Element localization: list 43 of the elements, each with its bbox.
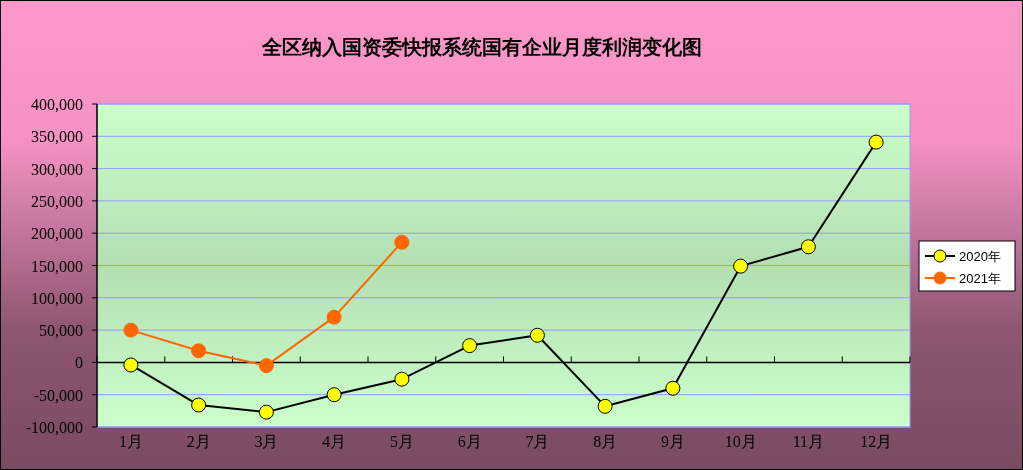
point <box>258 404 274 420</box>
point <box>326 309 342 325</box>
point <box>868 134 884 150</box>
point <box>123 357 139 373</box>
legend-label: 2020年 <box>959 249 1001 264</box>
point <box>529 327 545 343</box>
y-tick-label: 0 <box>75 354 83 372</box>
y-tick-label: 50,000 <box>39 322 83 340</box>
y-tick-label: 350,000 <box>31 128 83 146</box>
point <box>462 338 478 354</box>
y-tick-label: 100,000 <box>31 289 83 307</box>
point <box>597 398 613 414</box>
y-tick-label: -50,000 <box>33 386 83 404</box>
y-tick-label: 150,000 <box>31 257 83 275</box>
point <box>665 380 681 396</box>
y-tick-label: 400,000 <box>31 96 83 113</box>
point <box>191 343 207 359</box>
point <box>394 234 410 250</box>
point <box>258 358 274 374</box>
x-tick-label: 12月 <box>860 433 893 450</box>
x-tick-label: 2月 <box>186 433 211 450</box>
x-tick-label: 10月 <box>724 433 757 450</box>
x-tick-label: 3月 <box>254 433 279 450</box>
legend-label: 2021年 <box>959 271 1001 286</box>
y-tick-label: 300,000 <box>31 160 83 178</box>
x-tick-label: 1月 <box>118 433 143 450</box>
point <box>394 371 410 387</box>
x-tick-label: 7月 <box>525 433 550 450</box>
x-tick-label: 6月 <box>457 433 482 450</box>
point <box>733 258 749 274</box>
point <box>123 322 139 338</box>
x-tick-label: 9月 <box>660 433 685 450</box>
x-tick-label: 5月 <box>389 433 414 450</box>
x-tick-label: 11月 <box>792 433 825 450</box>
x-tick-label: 8月 <box>593 433 618 450</box>
chart-title: 全区纳入国资委快报系统国有企业月度利润变化图 <box>261 36 702 58</box>
y-tick-label: -100,000 <box>25 419 83 436</box>
point <box>326 387 342 403</box>
y-tick-label: 250,000 <box>31 192 83 210</box>
x-tick-label: 4月 <box>322 433 347 450</box>
point <box>191 397 207 413</box>
point <box>800 239 816 255</box>
y-tick-label: 200,000 <box>31 225 83 243</box>
